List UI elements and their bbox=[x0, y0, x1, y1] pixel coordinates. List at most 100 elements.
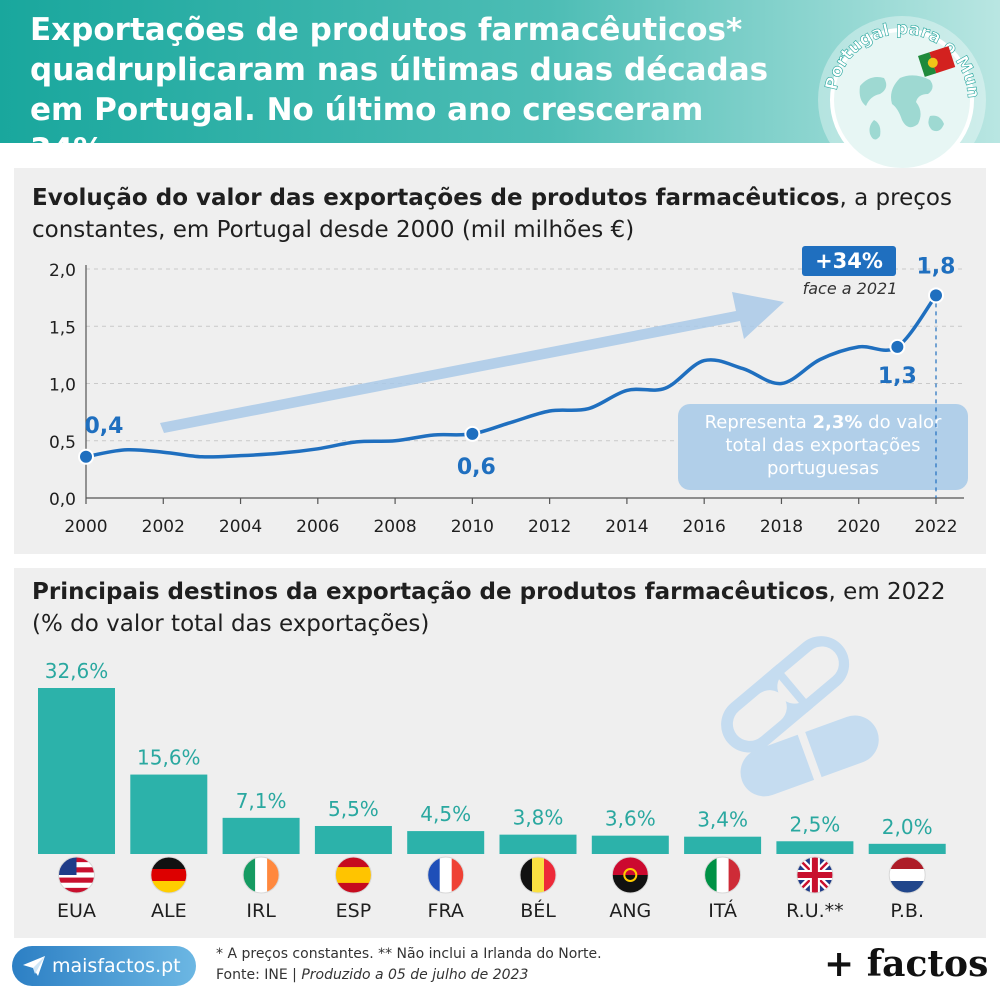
bar-category-label: ALE bbox=[151, 900, 187, 922]
footnote-line-1: * A preços constantes. ** Não inclui a I… bbox=[216, 946, 602, 962]
bar-value-label: 3,4% bbox=[697, 808, 748, 832]
bar-value-label: 2,0% bbox=[882, 815, 933, 839]
bar-category-label: P.B. bbox=[890, 900, 924, 922]
bar-value-label: 3,6% bbox=[605, 807, 656, 831]
flag-border bbox=[58, 856, 95, 894]
data-point bbox=[78, 448, 94, 465]
bar-value-label: 2,5% bbox=[789, 812, 840, 836]
flag-spain-icon bbox=[335, 857, 372, 893]
x-tick-label: 2022 bbox=[914, 517, 957, 537]
line-chart-title-rest: , a preços constantes, em Portugal desde… bbox=[32, 185, 952, 243]
line-chart-title: Evolução do valor das exportações de pro… bbox=[32, 182, 972, 246]
bar bbox=[591, 835, 669, 854]
flag-belgium-icon bbox=[520, 857, 556, 893]
footer: maisfactos.pt * A preços constantes. ** … bbox=[0, 938, 1000, 1000]
bar-category-label: ESP bbox=[336, 900, 372, 922]
share-note-line-2: total das exportações bbox=[725, 435, 920, 456]
y-tick-label: 0,5 bbox=[49, 433, 76, 453]
headline: Exportações de produtos farmacêuticos* q… bbox=[30, 12, 769, 168]
bar bbox=[684, 836, 762, 854]
svg-text:Representa 2,3% do valor: Representa 2,3% do valor bbox=[705, 412, 942, 433]
flag-border bbox=[519, 856, 557, 894]
bar-value-label: 7,1% bbox=[236, 789, 287, 813]
footnote: * A preços constantes. ** Não inclui a I… bbox=[216, 944, 776, 986]
data-point bbox=[464, 425, 481, 442]
bar-value-label: 5,5% bbox=[328, 797, 379, 821]
bar-value-label: 4,5% bbox=[420, 802, 471, 826]
x-tick-label: 2016 bbox=[683, 517, 726, 537]
flag-usa-icon bbox=[58, 857, 95, 893]
globe-badge: De Portugal para o Mundo bbox=[812, 8, 986, 184]
flag-netherlands-icon bbox=[889, 857, 926, 893]
factos-logo: + factos bbox=[824, 943, 989, 985]
header-banner: Exportações de produtos farmacêuticos* q… bbox=[0, 0, 1000, 168]
destinations-panel: Principais destinos da exportação de pro… bbox=[14, 568, 986, 938]
flag-border bbox=[796, 856, 834, 894]
growth-badge: +34% face a 2021 bbox=[802, 246, 897, 298]
bar-value-label: 3,8% bbox=[513, 806, 564, 830]
line-data-labels: 0,4 0,6 1,3 1,8 bbox=[78, 254, 956, 480]
series-line bbox=[85, 294, 938, 459]
bar-value-label: 15,6% bbox=[137, 746, 201, 770]
paper-plane-icon bbox=[23, 956, 45, 976]
export-evolution-panel: Evolução do valor das exportações de pro… bbox=[14, 168, 986, 554]
bar-value-labels: 32,6% 15,6% 7,1% 5,5% 4,5% 3,8% 3,6% 3,4% 2,5% 2,… bbox=[45, 659, 933, 839]
footnote-line-2: Fonte: INE | Produzido a 05 de julho de … bbox=[216, 965, 776, 986]
bar bbox=[314, 825, 392, 854]
site-link[interactable]: maisfactos.pt bbox=[12, 946, 196, 986]
line-chart: 0,0 0,5 1,0 1,5 2,0 2000 2002 2004 2006 2008 2010… bbox=[49, 246, 968, 537]
globe-icon bbox=[859, 75, 944, 140]
x-tick-label: 2006 bbox=[296, 517, 339, 537]
line-chart-title-bold: Evolução do valor das exportações de pro… bbox=[32, 185, 840, 211]
bar-category-label: IRL bbox=[246, 900, 276, 922]
bar-chart-title-bold: Principais destinos da exportação de pro… bbox=[32, 579, 829, 605]
bar-chart-title-rest: , em 2022 (% do valor total das exportaç… bbox=[32, 579, 946, 637]
share-note-post-1: do valor bbox=[862, 412, 942, 433]
bar bbox=[499, 834, 577, 854]
bar-category-label: BÉL bbox=[520, 899, 556, 922]
bar-category-label: ITÁ bbox=[708, 899, 737, 922]
site-link-text: maisfactos.pt bbox=[52, 955, 181, 977]
flag-border bbox=[150, 856, 188, 894]
y-tick-label: 1,5 bbox=[49, 318, 76, 338]
flag-france-icon bbox=[427, 857, 464, 893]
portugal-flag-icon bbox=[918, 46, 956, 77]
x-tick-label: 2004 bbox=[219, 517, 262, 537]
flag-italy-icon bbox=[704, 857, 741, 893]
x-tick-label: 2000 bbox=[64, 517, 107, 537]
bar bbox=[38, 688, 115, 854]
bar-value-label: 32,6% bbox=[45, 659, 109, 683]
bar-category-label: R.U.** bbox=[786, 900, 844, 922]
flag-germany-icon bbox=[150, 857, 187, 893]
flag-border bbox=[888, 856, 926, 894]
flag-border bbox=[242, 856, 280, 894]
bar-category-label: FRA bbox=[428, 900, 464, 922]
share-note-value: 2,3% bbox=[813, 412, 863, 433]
bar bbox=[868, 843, 946, 854]
data-label: 1,8 bbox=[917, 254, 956, 279]
x-tick-label: 2020 bbox=[837, 517, 880, 537]
line-series bbox=[85, 294, 938, 498]
flag-border bbox=[704, 856, 742, 894]
flag-ireland-icon bbox=[243, 857, 280, 893]
share-note: Representa 2,3% do valor total das expor… bbox=[678, 404, 968, 490]
y-tick-label: 2,0 bbox=[49, 261, 76, 281]
data-label: 0,6 bbox=[457, 455, 496, 480]
growth-badge-text: +34% bbox=[815, 249, 883, 273]
flag-uk-icon bbox=[796, 857, 833, 893]
country-flags bbox=[58, 856, 926, 894]
x-tick-label: 2008 bbox=[373, 517, 416, 537]
footnote-produced: Produzido a 05 de julho de 2023 bbox=[301, 967, 529, 983]
bar bbox=[407, 831, 485, 854]
x-tick-label: 2012 bbox=[528, 517, 571, 537]
flag-angola-icon bbox=[612, 857, 649, 893]
x-tick-label: 2010 bbox=[451, 517, 494, 537]
x-tick-label: 2002 bbox=[142, 517, 185, 537]
line-chart-x-axis: 2000 2002 2004 2006 2008 2010 2012 2014 2016 2018… bbox=[64, 498, 958, 537]
flag-border bbox=[611, 856, 649, 894]
x-tick-label: 2014 bbox=[605, 517, 648, 537]
flag-border bbox=[334, 856, 372, 894]
bar-category-label: EUA bbox=[57, 900, 96, 922]
line-chart-y-axis: 0,0 0,5 1,0 1,5 2,0 bbox=[49, 261, 964, 510]
bar-chart-title: Principais destinos da exportação de pro… bbox=[32, 576, 972, 640]
